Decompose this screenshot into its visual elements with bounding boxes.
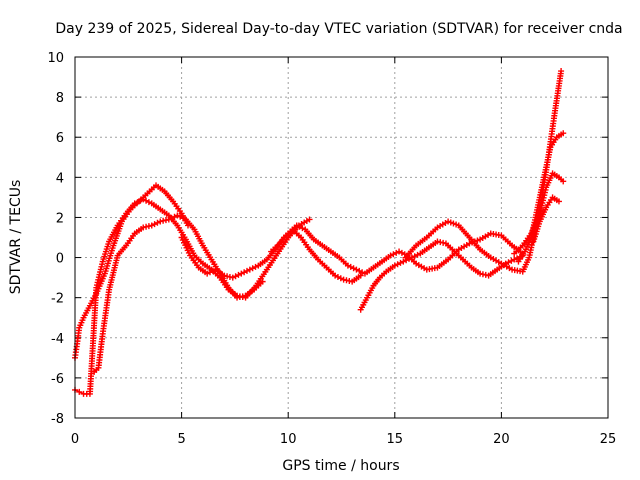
data-point [246,266,253,273]
y-tick-label: 6 [56,131,64,146]
y-tick-label: -2 [51,292,64,307]
data-point [353,266,360,273]
y-tick-label: 8 [56,91,64,106]
y-tick-label: 0 [56,252,64,267]
series-satellite-track-10 [530,194,562,245]
data-point-marker [252,263,259,270]
data-point [560,130,567,137]
data-point-marker [334,273,341,280]
y-tick-label: -4 [51,332,64,347]
data-point-marker [347,263,354,270]
series-line [404,70,562,273]
x-tick-label: 0 [71,432,79,447]
series-satellite-track-6 [357,238,526,313]
x-tick-label: 25 [600,432,617,447]
y-axis-label: SDTVAR / TECUs [8,180,24,295]
data-point-marker [508,257,515,264]
chart-title: Day 239 of 2025, Sidereal Day-to-day VTE… [55,21,622,37]
data-point [229,274,236,281]
data-point [306,216,313,223]
data-point-marker [243,267,250,274]
data-point-marker [154,219,161,226]
x-axis-label: GPS time / hours [282,458,399,474]
series-satellite-track-7 [402,68,565,275]
data-point-marker [145,199,152,206]
data-point-marker [337,275,344,282]
data-point-marker [143,197,150,204]
series-satellite-track-2 [72,182,191,361]
x-tick-label: 10 [280,432,297,447]
series-satellite-track-1 [72,196,313,397]
data-point-marker [235,271,242,278]
series-satellite-track-3 [91,212,266,375]
y-tick-label: 4 [56,171,64,186]
data-point-marker [393,249,400,256]
data-point [148,222,155,229]
data-point [259,278,266,285]
data-point [555,198,562,205]
data-point [558,68,565,75]
data-point-marker [350,265,357,272]
series-satellite-track-9 [511,170,567,257]
x-tick-label: 20 [493,432,510,447]
data-point-marker [414,251,421,258]
data-point-marker [241,269,248,276]
data-point-marker [397,259,404,266]
y-tick-label: 10 [47,51,64,66]
x-tick-label: 15 [387,432,404,447]
data-point-marker [394,261,401,268]
data-point [560,178,567,185]
data-point [76,388,83,395]
data-point-marker [411,253,418,260]
x-tick-label: 5 [177,432,185,447]
y-tick-label: 2 [56,211,64,226]
data-point-marker [398,249,405,256]
series-layer [72,68,567,397]
data-point-marker [390,251,397,258]
y-tick-label: -8 [51,412,64,427]
y-tick-label: -6 [51,372,64,387]
data-point-marker [151,221,158,228]
data-point-marker [232,273,239,280]
plot-frame [74,56,609,419]
data-point-marker [249,265,256,272]
data-point [357,272,364,279]
data-point [238,270,245,277]
data-point [396,248,403,255]
